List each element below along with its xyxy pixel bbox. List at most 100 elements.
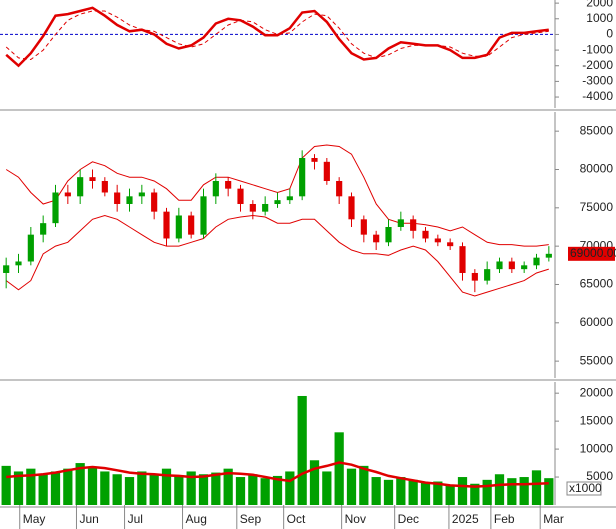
x-tick-label: Jul — [128, 512, 143, 526]
x-tick-label: Jun — [79, 512, 98, 526]
y-tick-label: 15000 — [580, 413, 614, 427]
y-tick-label: -3000 — [582, 74, 613, 88]
candle-body — [163, 211, 170, 239]
volume-bar — [322, 471, 332, 505]
candle-body — [496, 261, 503, 270]
y-tick-label: -1000 — [582, 42, 613, 56]
candle-body — [360, 219, 367, 235]
volume-bar — [87, 466, 98, 505]
candle-body — [188, 215, 195, 235]
candle-body — [212, 180, 219, 197]
volume-bar — [248, 474, 258, 505]
candle-body — [237, 188, 244, 204]
volume-bar — [112, 474, 122, 505]
candle-body — [151, 192, 158, 212]
candle-body — [484, 269, 491, 281]
y-tick-label: 80000 — [580, 162, 614, 176]
x-tick-label: Nov — [345, 512, 366, 526]
volume-bar — [198, 474, 209, 505]
volume-bar — [75, 463, 85, 505]
volume-bar — [285, 471, 295, 505]
volume-bar — [359, 465, 369, 505]
candle-body — [64, 192, 71, 197]
volume-bar — [457, 477, 468, 505]
unit-box — [566, 481, 602, 496]
x-tick-label: May — [23, 512, 46, 526]
volume-bar — [371, 477, 381, 505]
volume-bar — [223, 468, 233, 505]
candle-body — [459, 246, 466, 273]
candle-body — [286, 196, 293, 201]
y-tick-label: 85000 — [580, 123, 614, 137]
y-tick-label: 75000 — [580, 200, 614, 214]
candle-body — [410, 219, 417, 231]
x-tick-label: Aug — [186, 512, 207, 526]
volume-bar — [482, 479, 492, 505]
volume-bar — [13, 471, 24, 505]
x-tick-label: 2025 — [452, 512, 479, 526]
candle-body — [521, 265, 528, 270]
y-tick-label: -2000 — [582, 58, 613, 72]
y-tick-label: 2000 — [586, 0, 613, 9]
candle-body — [40, 223, 47, 235]
volume-bar — [63, 468, 73, 505]
candle-body — [101, 180, 108, 193]
volume-bar — [149, 474, 159, 505]
volume-bar — [26, 468, 36, 505]
candle-body — [52, 192, 59, 224]
x-tick-label: Oct — [287, 512, 306, 526]
candle-body — [508, 261, 515, 270]
candle-body — [447, 242, 454, 247]
y-tick-label: 5000 — [586, 469, 613, 483]
candle-body — [299, 157, 306, 197]
volume-bar — [260, 478, 270, 505]
candle-body — [262, 203, 269, 212]
x-tick-label: Mar — [543, 512, 564, 526]
volume-bar — [235, 477, 246, 505]
volume-bar — [50, 471, 61, 505]
y-tick-label: 65000 — [580, 277, 614, 291]
candle-body — [138, 192, 145, 197]
volume-bar — [272, 475, 283, 505]
volume-bar — [124, 477, 135, 505]
candle-body — [373, 234, 380, 243]
candle-body — [323, 161, 330, 181]
volume-bar — [433, 481, 443, 505]
y-tick-label: 20000 — [580, 385, 614, 399]
candle-body — [225, 180, 232, 189]
candle-body — [200, 196, 207, 235]
volume-bar — [346, 468, 357, 505]
candle-body — [336, 180, 343, 197]
candle-body — [422, 230, 429, 239]
candle-body — [311, 157, 318, 162]
volume-bar — [186, 471, 196, 505]
volume-bar — [309, 460, 320, 505]
y-tick-label: 55000 — [580, 353, 614, 367]
volume-bar — [470, 483, 480, 505]
candle-body — [249, 203, 256, 212]
volume-bar — [1, 465, 11, 505]
candle-body — [434, 238, 441, 243]
candle-body — [89, 177, 96, 181]
candle-body — [533, 257, 540, 266]
candle-body — [126, 196, 133, 204]
candle-body — [545, 253, 552, 258]
y-tick-label: -4000 — [582, 89, 613, 103]
volume-average — [6, 461, 549, 488]
y-tick-label: 1000 — [586, 11, 613, 25]
volume-bar — [161, 468, 172, 505]
y-tick-label: 10000 — [580, 441, 614, 455]
candle-body — [27, 234, 34, 262]
candle-body — [274, 200, 281, 204]
y-tick-label: 0 — [606, 27, 613, 41]
volume-bar — [507, 478, 517, 505]
volume-bar — [445, 485, 455, 505]
x-tick-label: Sep — [240, 512, 262, 526]
volume-bar — [137, 471, 147, 505]
y-tick-label: 60000 — [580, 315, 614, 329]
x-tick-label: Dec — [398, 512, 419, 526]
candle-body — [348, 196, 355, 220]
volume-bar — [408, 479, 418, 505]
volume-bar — [297, 395, 307, 505]
